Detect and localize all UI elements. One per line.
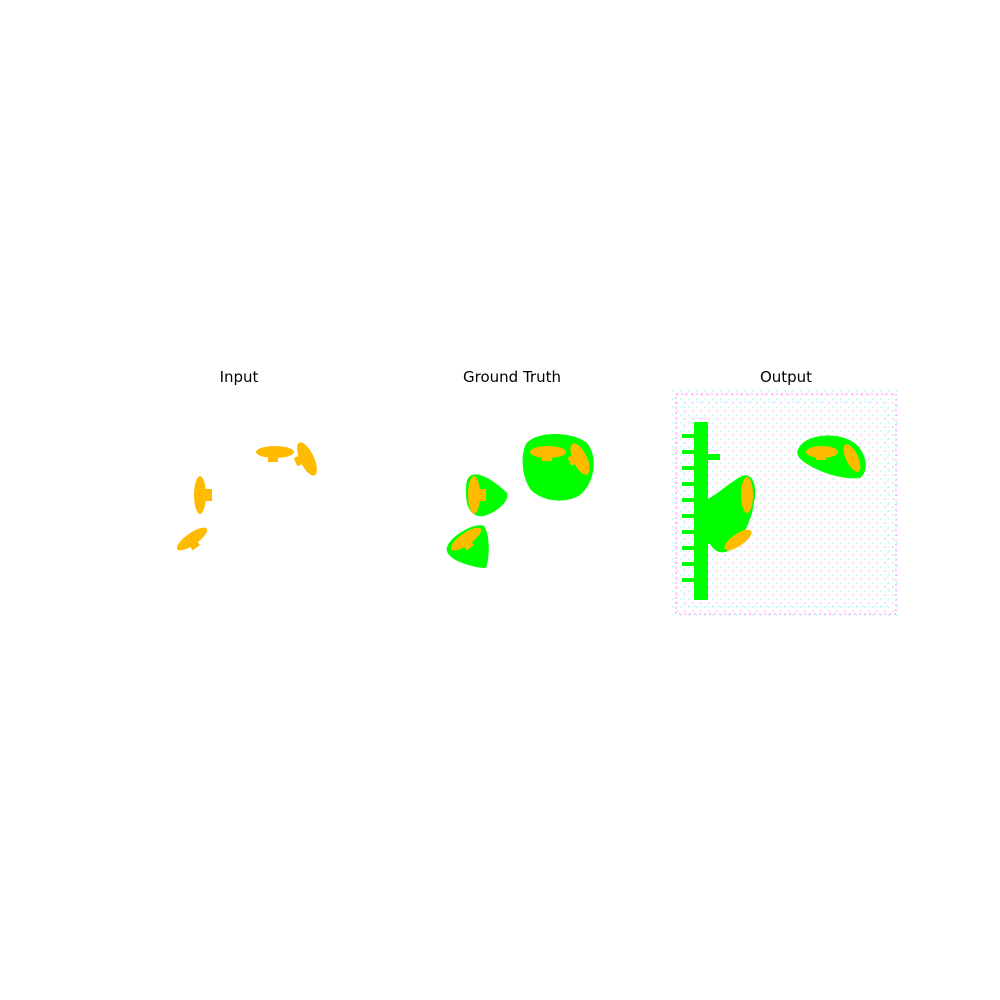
mask-region <box>466 474 508 517</box>
mask-region <box>797 435 866 479</box>
predicted-object <box>724 477 753 551</box>
output-image <box>672 390 900 618</box>
input-image <box>176 442 317 551</box>
ground-truth-title: Ground Truth <box>463 368 561 386</box>
output-title: Output <box>759 368 813 386</box>
object-shape <box>176 527 208 551</box>
mask-region <box>522 433 594 501</box>
mask-region <box>446 525 489 568</box>
ground-truth-image <box>446 433 594 568</box>
input-title: Input <box>219 368 259 386</box>
object-shape <box>194 476 212 514</box>
object-shape <box>293 442 317 476</box>
object-shape <box>256 446 294 462</box>
